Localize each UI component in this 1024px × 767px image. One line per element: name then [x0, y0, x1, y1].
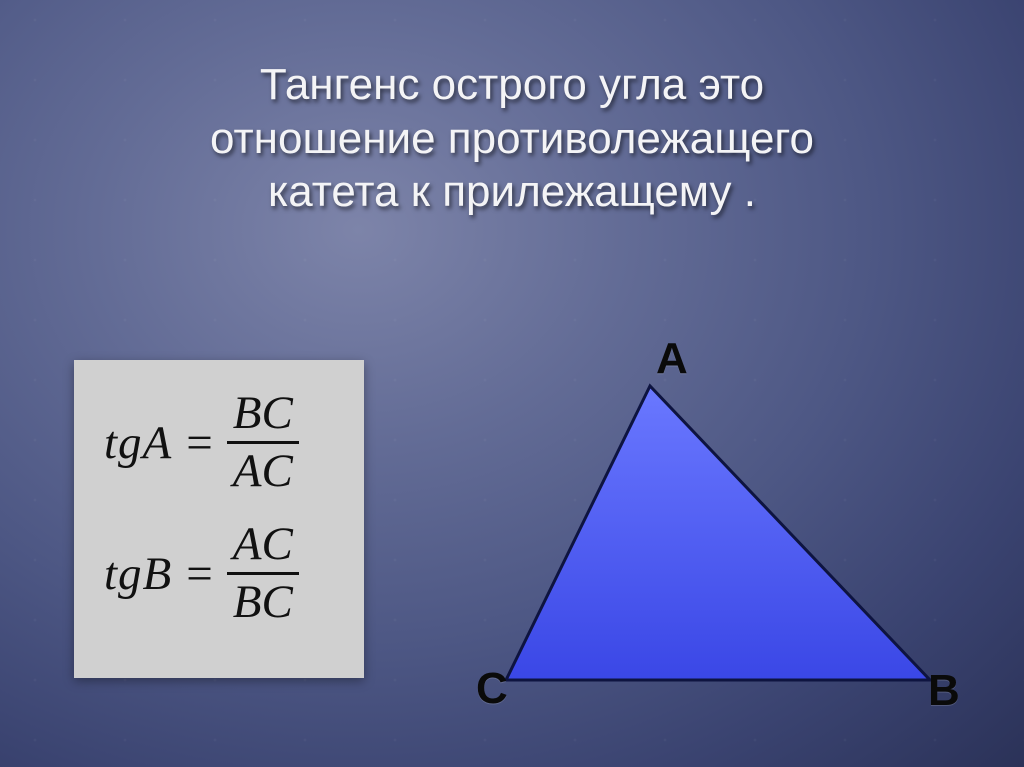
formula-lhs: tgA — [104, 416, 172, 470]
vertex-label-B: B — [928, 666, 960, 716]
slide-title: Тангенс острого угла это отношение проти… — [0, 58, 1024, 219]
triangle-shape — [506, 386, 930, 680]
formula-panel: tgA = BC AC tgB = AC BC — [74, 360, 364, 678]
title-line-2: отношение противолежащего — [60, 112, 964, 166]
title-line-1: Тангенс острого угла это — [60, 58, 964, 112]
formula-tgB: tgB = AC BC — [104, 521, 342, 626]
title-line-3: катета к прилежащему . — [60, 165, 964, 219]
vertex-label-C: C — [476, 664, 508, 714]
denominator: AC — [227, 444, 299, 495]
equals-sign: = — [186, 416, 213, 470]
numerator: AC — [227, 521, 299, 572]
formula-tgA: tgA = BC AC — [104, 390, 342, 495]
triangle-diagram: A B C — [440, 340, 960, 720]
fraction: BC AC — [227, 390, 299, 495]
triangle-svg — [440, 340, 960, 720]
fraction: AC BC — [227, 521, 299, 626]
vertex-label-A: A — [656, 334, 688, 384]
numerator: BC — [227, 390, 299, 441]
formula-lhs: tgB — [104, 547, 172, 601]
denominator: BC — [227, 575, 299, 626]
equals-sign: = — [186, 547, 213, 601]
